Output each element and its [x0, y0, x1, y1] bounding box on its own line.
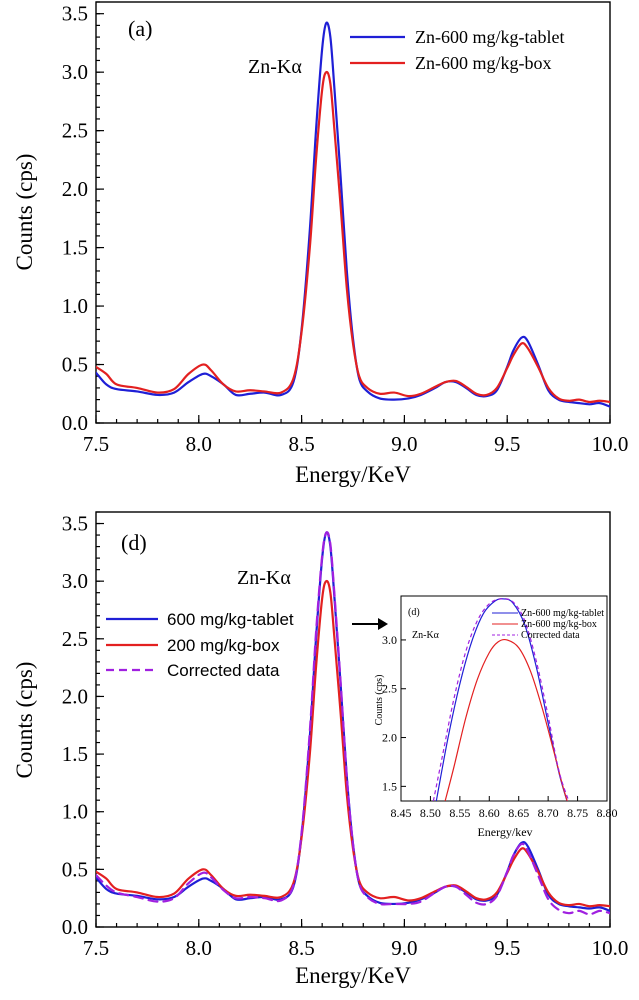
inset-chart: 8.45 8.50 8.55 8.60 8.65 8.70 8.75 8.80 1.5 2.0 2.…: [374, 595, 618, 839]
y-tick-label: 3.0: [382, 633, 397, 647]
y-tick-label: 2.5: [62, 119, 88, 143]
inset-peak-annotation: Zn-Kα: [412, 630, 440, 641]
y-tick-label: 1.0: [62, 294, 88, 318]
legend-entry: Zn-600 mg/kg-tablet: [415, 27, 564, 47]
legend-entry: 600 mg/kg-tablet: [167, 610, 294, 629]
inset-legend: Zn-600 mg/kg-tablet Zn-600 mg/kg-box Cor…: [492, 608, 604, 641]
inset-background: [400, 595, 608, 802]
inset-y-axis-title: Counts (cps): [374, 675, 385, 726]
x-tick-label: 7.5: [83, 432, 109, 456]
y-tick-label: 3.0: [62, 569, 88, 593]
x-tick-label: 9.5: [494, 432, 520, 456]
peak-annotation: Zn-Kα: [237, 567, 291, 589]
inset-legend-entry: Zn-600 mg/kg-tablet: [521, 608, 604, 619]
x-tick-label: 8.55: [449, 806, 470, 820]
series-lines: [96, 21, 610, 408]
x-tick-label: 8.50: [420, 806, 441, 820]
y-tick-label: 1.5: [62, 236, 88, 260]
x-tick-label: 9.0: [391, 936, 417, 960]
y-tick-label: 3.5: [62, 2, 88, 26]
y-tick-label: 3.0: [62, 60, 88, 84]
series-line: [432, 598, 570, 801]
y-tick-label: 1.0: [62, 800, 88, 824]
y-axis-title: Counts (cps): [12, 154, 37, 271]
chart-panel-d: 7.5 8.0 8.5 9.0 9.5 10.0 0.0 0.5 1.0 1.5 2.0 2.5 3.0…: [12, 511, 629, 988]
y-axis-title: Counts (cps): [12, 662, 37, 779]
x-tick-label: 8.5: [288, 936, 314, 960]
y-tick-label: 2.0: [62, 177, 88, 201]
legend-entry: Corrected data: [167, 661, 280, 680]
inset-x-axis-title: Energy/kev: [477, 825, 532, 839]
x-tick-label: 10.0: [592, 936, 629, 960]
y-tick-label: 2.0: [382, 731, 397, 745]
chart-panel-a: 7.5 8.0 8.5 9.0 9.5 10.0 0.0 0.5 1.0 1.5 2.0 2.5 3.0…: [12, 1, 629, 487]
y-tick-label: 3.5: [62, 512, 88, 536]
panel-label: (a): [128, 16, 152, 41]
x-axis-title: Energy/KeV: [295, 462, 411, 487]
x-tick-label: 8.70: [538, 806, 559, 820]
x-tick-label: 8.75: [567, 806, 588, 820]
x-tick-label: 8.60: [479, 806, 500, 820]
x-axis-title: Energy/KeV: [295, 963, 411, 988]
x-tick-label: 8.45: [391, 806, 412, 820]
series-lines: [96, 531, 610, 916]
series-line: [435, 598, 568, 801]
x-tick-label: 8.0: [186, 936, 212, 960]
y-tick-label: 2.0: [62, 684, 88, 708]
legend: 600 mg/kg-tablet 200 mg/kg-box Corrected…: [106, 610, 294, 680]
y-tick-label: 2.5: [382, 682, 397, 696]
inset-panel-label: (d): [408, 607, 420, 618]
legend-entry: 200 mg/kg-box: [167, 636, 280, 655]
axis-ticks: 7.5 8.0 8.5 9.0 9.5 10.0 0.0 0.5 1.0 1.5 2.0 2.5 3.0…: [62, 511, 629, 960]
y-tick-label: 1.5: [62, 742, 88, 766]
legend: Zn-600 mg/kg-tablet Zn-600 mg/kg-box: [350, 27, 564, 73]
panel-label: (d): [121, 530, 147, 555]
inset-frame: [400, 595, 608, 802]
series-line: [444, 638, 568, 801]
legend-entry: Zn-600 mg/kg-box: [415, 53, 552, 73]
x-tick-label: 8.0: [186, 432, 212, 456]
axis-ticks: 7.5 8.0 8.5 9.0 9.5 10.0 0.0 0.5 1.0 1.5 2.0 2.5 3.0…: [62, 1, 629, 456]
inset-series-lines: [432, 598, 570, 801]
x-tick-label: 9.0: [391, 432, 417, 456]
y-tick-label: 0.5: [62, 857, 88, 881]
x-tick-label: 8.5: [288, 432, 314, 456]
inset-pointer-arrow: [352, 618, 388, 630]
series-line: [96, 531, 610, 916]
y-tick-label: 0.5: [62, 353, 88, 377]
x-tick-label: 8.80: [597, 806, 618, 820]
y-tick-label: 0.0: [62, 915, 88, 939]
x-tick-label: 9.5: [494, 936, 520, 960]
y-tick-label: 2.5: [62, 627, 88, 651]
x-tick-label: 10.0: [592, 432, 629, 456]
y-tick-label: 1.5: [382, 779, 397, 793]
y-tick-label: 0.0: [62, 411, 88, 435]
series-line: [96, 70, 610, 404]
x-tick-label: 7.5: [83, 936, 109, 960]
inset-legend-entry: Corrected data: [521, 630, 580, 641]
inset-axis-ticks: 8.45 8.50 8.55 8.60 8.65 8.70 8.75 8.80 1.5 2.0 2.…: [382, 633, 618, 820]
x-tick-label: 8.65: [508, 806, 529, 820]
peak-annotation: Zn-Kα: [248, 56, 302, 78]
inset-legend-entry: Zn-600 mg/kg-box: [521, 619, 597, 630]
